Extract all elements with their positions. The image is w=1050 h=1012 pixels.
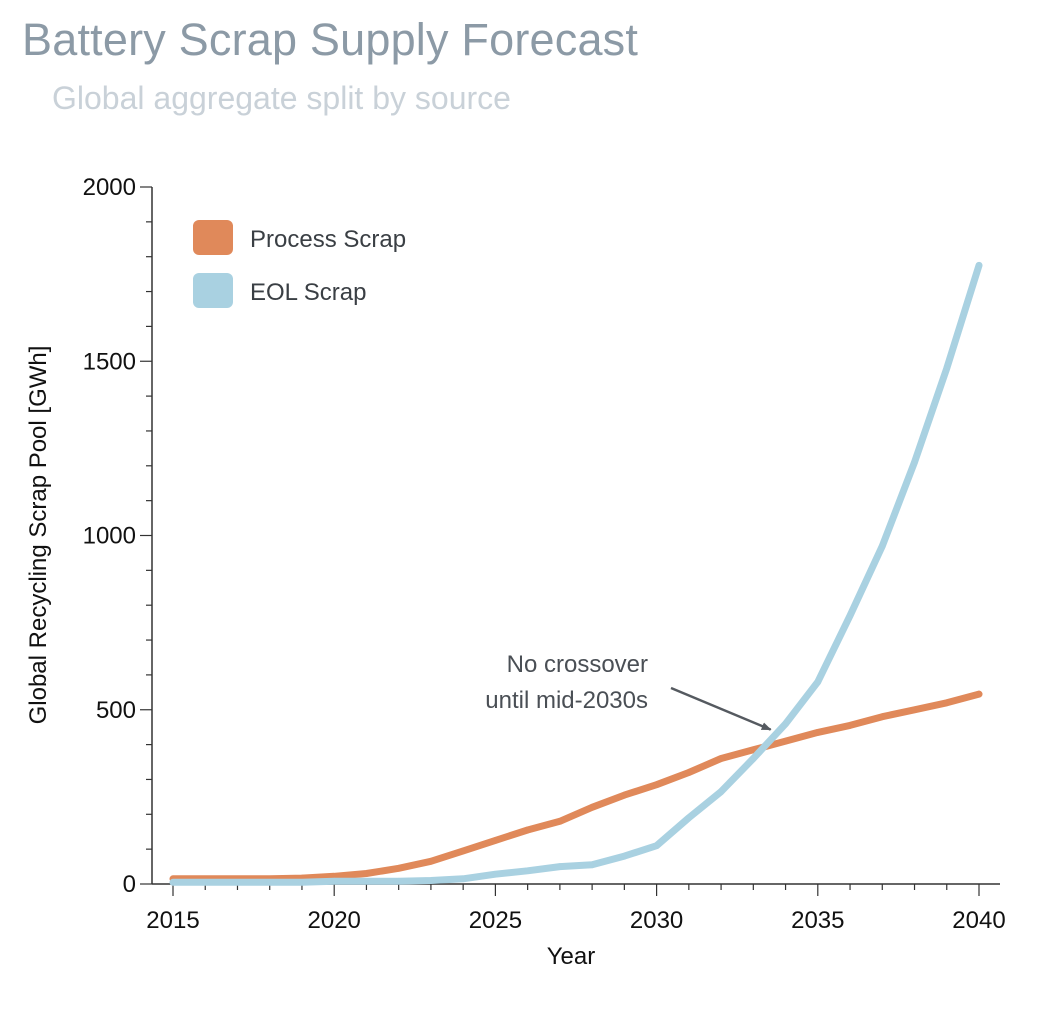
data-point-eol-scrap (782, 720, 789, 727)
data-point-process-scrap (685, 769, 693, 776)
data-point-eol-scrap (717, 788, 725, 795)
x-axis-title: Year (547, 943, 596, 970)
data-point-eol-scrap (911, 459, 918, 466)
y-tick-label: 1000 (83, 523, 136, 550)
data-point-eol-scrap (685, 814, 693, 822)
data-point-eol-scrap (459, 875, 467, 883)
data-point-process-scrap (492, 837, 499, 844)
data-point-eol-scrap (975, 262, 983, 269)
chart-title: Battery Scrap Supply Forecast (22, 14, 639, 65)
data-point-eol-scrap (878, 542, 886, 550)
data-point-eol-scrap (492, 870, 499, 878)
data-point-process-scrap (621, 791, 628, 799)
data-point-eol-scrap (266, 878, 274, 886)
data-point-eol-scrap (234, 878, 241, 886)
x-tick-label: 2030 (630, 907, 683, 934)
data-point-process-scrap (750, 746, 757, 754)
legend-swatch (193, 273, 233, 308)
data-point-process-scrap (943, 699, 951, 707)
data-point-process-scrap (556, 817, 564, 825)
data-point-eol-scrap (814, 678, 822, 686)
x-tick-label: 2015 (146, 907, 199, 934)
data-point-process-scrap (459, 847, 467, 855)
chart-subtitle: Global aggregate split by source (52, 80, 511, 116)
data-point-eol-scrap (169, 878, 177, 886)
x-tick-label: 2020 (308, 907, 361, 934)
data-point-eol-scrap (395, 877, 402, 885)
y-tick-label: 2000 (83, 174, 136, 201)
data-point-eol-scrap (750, 755, 757, 762)
annotation-text: No crossover (507, 651, 648, 678)
data-point-process-scrap (846, 722, 854, 729)
legend-label: Process Scrap (250, 226, 406, 253)
data-point-eol-scrap (943, 364, 951, 372)
data-point-process-scrap (782, 737, 789, 745)
x-tick-label: 2035 (791, 907, 844, 934)
data-point-process-scrap (814, 729, 822, 736)
data-point-process-scrap (395, 865, 402, 872)
data-point-process-scrap (878, 713, 886, 721)
x-tick-label: 2025 (469, 907, 522, 934)
data-point-process-scrap (717, 755, 725, 762)
y-axis-title: Global Recycling Scrap Pool [GWh] (25, 346, 52, 725)
y-tick-label: 0 (123, 871, 136, 898)
chart-series (169, 261, 983, 886)
legend-swatch (193, 220, 233, 255)
data-point-eol-scrap (427, 877, 435, 884)
chart-annotation: No crossover until mid-2030s (485, 651, 772, 731)
data-point-eol-scrap (653, 842, 660, 849)
data-point-process-scrap (588, 804, 596, 811)
data-point-eol-scrap (524, 867, 531, 875)
data-point-eol-scrap (556, 863, 564, 870)
series-line-eol-scrap (169, 261, 983, 886)
data-point-eol-scrap (846, 612, 854, 619)
annotation-arrow (670, 686, 772, 731)
chart-legend: Process Scrap EOL Scrap (193, 220, 406, 308)
data-point-eol-scrap (588, 861, 596, 869)
data-point-eol-scrap (298, 878, 306, 886)
data-point-process-scrap (911, 706, 918, 714)
legend-label: EOL Scrap (250, 279, 367, 306)
data-point-process-scrap (975, 690, 983, 698)
y-tick-label: 1500 (83, 348, 136, 375)
y-tick-label: 500 (96, 697, 136, 724)
annotation-text: until mid-2030s (485, 687, 648, 714)
data-point-process-scrap (653, 781, 660, 788)
data-point-eol-scrap (363, 877, 370, 885)
data-point-process-scrap (427, 858, 435, 865)
series-line-process-scrap (169, 690, 983, 883)
data-point-eol-scrap (330, 877, 338, 885)
data-point-process-scrap (363, 870, 370, 877)
data-point-eol-scrap (201, 878, 209, 886)
chart-axes: 0 500 1000 1500 2000 2015 2020 2025 2030 2035 2040… (25, 174, 1006, 970)
data-point-eol-scrap (621, 852, 628, 860)
data-point-process-scrap (524, 826, 531, 834)
x-tick-label: 2040 (952, 907, 1005, 934)
